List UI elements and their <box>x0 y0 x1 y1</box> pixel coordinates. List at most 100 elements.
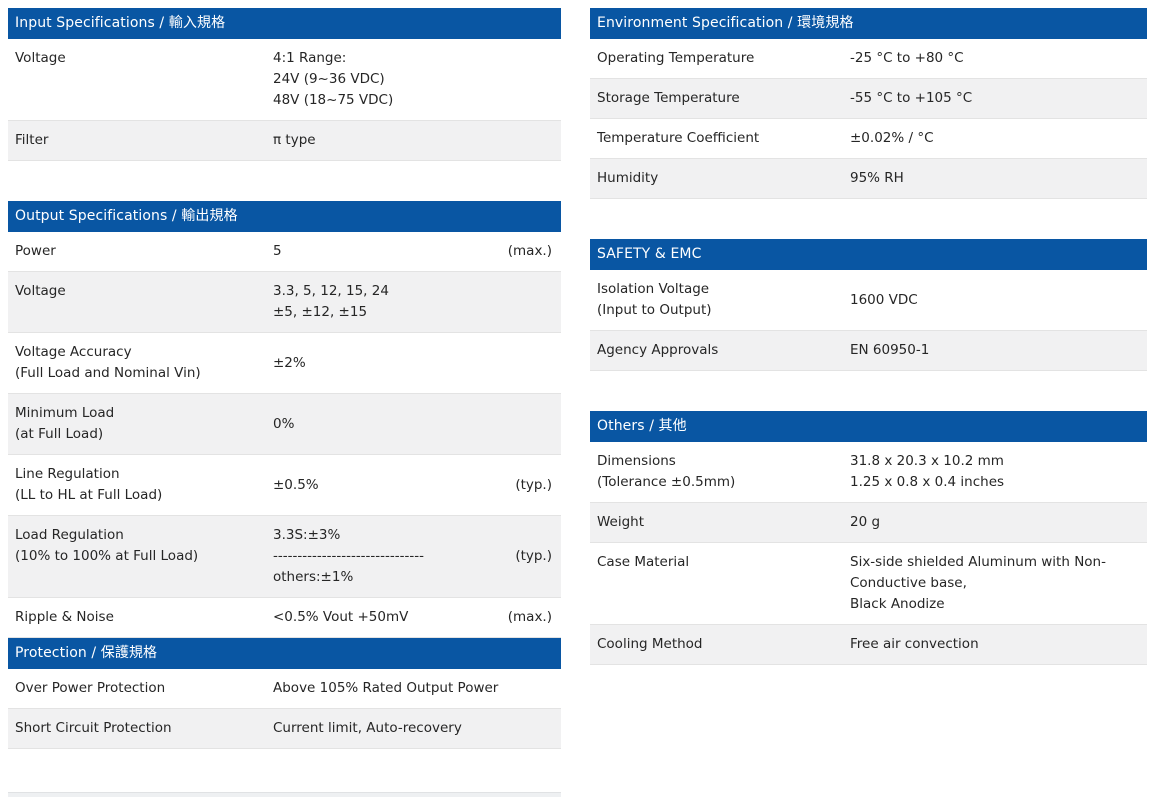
spec-row: Dimensions (Tolerance ±0.5mm) 31.8 x 20.3 … <box>590 442 1147 503</box>
row-label-line: Minimum Load <box>15 405 115 421</box>
row-label-line: Load Regulation <box>15 527 124 543</box>
row-label: Load Regulation (10% to 100% at Full Load… <box>8 525 273 588</box>
row-value-line: <0.5% Vout +50mV <box>273 609 409 625</box>
spec-row: Agency Approvals EN 60950-1 <box>590 331 1147 371</box>
row-value: 31.8 x 20.3 x 10.2 mm 1.25 x 0.8 x 0.4 in… <box>850 451 1147 493</box>
row-value: 20 g <box>850 512 1147 533</box>
row-value: -55 °C to +105 °C <box>850 88 1147 109</box>
spec-row: Over Power Protection Above 105% Rated Ou… <box>8 669 561 709</box>
row-label-line: (10% to 100% at Full Load) <box>15 548 199 564</box>
spec-row: Line Regulation (LL to HL at Full Load) ±0… <box>8 455 561 516</box>
row-label: Humidity <box>590 168 850 189</box>
row-value: π type <box>273 130 561 151</box>
row-label-line: Isolation Voltage <box>597 281 710 297</box>
section-header: Input Specifications / 輸入規格 <box>8 8 561 39</box>
spec-row: Temperature Coefficient ±0.02% / °C <box>590 119 1147 159</box>
row-note-text: (max.) <box>507 243 552 259</box>
row-label-line: (Input to Output) <box>597 302 712 318</box>
row-label: Weight <box>590 512 850 533</box>
row-value: <0.5% Vout +50mV <box>273 607 489 628</box>
spec-row: Voltage 4:1 Range: 24V (9~36 VDC) 48V (18~7… <box>8 39 561 121</box>
row-label: Power <box>8 241 273 262</box>
row-value: Above 105% Rated Output Power <box>273 678 561 699</box>
spec-section: SAFETY & EMC Isolation Voltage (Input to O… <box>590 239 1147 371</box>
row-label: Ripple & Noise <box>8 607 273 628</box>
row-value-line: 24V (9~36 VDC) <box>273 71 385 87</box>
row-note-text: (typ.) <box>515 548 552 564</box>
row-label: Voltage <box>8 48 273 111</box>
row-label-line: Line Regulation <box>15 466 120 482</box>
row-label-line: (LL to HL at Full Load) <box>15 487 163 503</box>
row-value-line: 1.25 x 0.8 x 0.4 inches <box>850 474 1005 490</box>
row-value-line: 95% RH <box>850 170 904 186</box>
section-title: Output Specifications / 輸出規格 <box>15 208 238 224</box>
row-label-line: Case Material <box>597 554 690 570</box>
row-label: Isolation Voltage (Input to Output) <box>590 279 850 321</box>
row-label-line: (Tolerance ±0.5mm) <box>597 474 736 490</box>
spec-row: Minimum Load (at Full Load) 0% <box>8 394 561 455</box>
row-label-line: Power <box>15 243 56 259</box>
spec-row: Weight 20 g <box>590 503 1147 543</box>
row-value: ±0.02% / °C <box>850 128 1147 149</box>
section-header: Output Specifications / 輸出規格 <box>8 201 561 232</box>
section-header: Environment Specification / 環境規格 <box>590 8 1147 39</box>
row-label: Short Circuit Protection <box>8 718 273 739</box>
row-label: Minimum Load (at Full Load) <box>8 403 273 445</box>
row-value: 4:1 Range: 24V (9~36 VDC) 48V (18~75 VDC) <box>273 48 561 111</box>
row-label-line: Cooling Method <box>597 636 703 652</box>
row-value: 0% <box>273 403 561 445</box>
row-label-line: Dimensions <box>597 453 676 469</box>
row-value: Six-side shielded Aluminum with Non- Cond… <box>850 552 1147 615</box>
row-value: Current limit, Auto-recovery <box>273 718 561 739</box>
row-value: 5 <box>273 241 489 262</box>
row-value: ±0.5% <box>273 464 489 506</box>
row-label-line: Short Circuit Protection <box>15 720 172 736</box>
row-label-line: Agency Approvals <box>597 342 719 358</box>
row-label: Voltage Accuracy (Full Load and Nominal V… <box>8 342 273 384</box>
row-label-line: Voltage <box>15 283 66 299</box>
row-label: Case Material <box>590 552 850 615</box>
left-column: Input Specifications / 輸入規格 Voltage 4:1 Ra… <box>8 8 561 797</box>
spec-section: Protection / 保護規格 Over Power Protection Ab… <box>8 638 561 749</box>
spec-row: Voltage 3.3, 5, 12, 15, 24 ±5, ±12, ±15 <box>8 272 561 333</box>
row-note-text: (max.) <box>507 609 552 625</box>
row-value-line: Free air convection <box>850 636 979 652</box>
row-label: Storage Temperature <box>590 88 850 109</box>
row-label-line: Over Power Protection <box>15 680 166 696</box>
row-label-line: Temperature Coefficient <box>597 130 760 146</box>
section-title: Protection / 保護規格 <box>15 645 158 661</box>
row-value-line: Current limit, Auto-recovery <box>273 720 462 736</box>
section-header: SAFETY & EMC <box>590 239 1147 270</box>
right-column: Environment Specification / 環境規格 Operatin… <box>590 8 1147 797</box>
row-label: Over Power Protection <box>8 678 273 699</box>
row-value-line: ±5, ±12, ±15 <box>273 304 368 320</box>
spec-row: Cooling Method Free air convection <box>590 625 1147 665</box>
row-note: (typ.) <box>489 464 561 506</box>
row-label-line: (at Full Load) <box>15 426 104 442</box>
row-label-line: Voltage <box>15 50 66 66</box>
spec-row: Operating Temperature -25 °C to +80 °C <box>590 39 1147 79</box>
row-value-line: Black Anodize <box>850 596 945 612</box>
row-label: Operating Temperature <box>590 48 850 69</box>
row-label: Cooling Method <box>590 634 850 655</box>
row-value-line: others:±1% <box>273 569 354 585</box>
row-value-line: 20 g <box>850 514 881 530</box>
row-value-line: 5 <box>273 243 282 259</box>
row-value-line: ±0.02% / °C <box>850 130 934 146</box>
spec-row: Load Regulation (10% to 100% at Full Load… <box>8 516 561 598</box>
row-value-line: 48V (18~75 VDC) <box>273 92 394 108</box>
section-title: Input Specifications / 輸入規格 <box>15 15 226 31</box>
spec-row: Storage Temperature -55 °C to +105 °C <box>590 79 1147 119</box>
row-label-line: Humidity <box>597 170 659 186</box>
spec-row: Short Circuit Protection Current limit, A… <box>8 709 561 749</box>
row-label-line: Storage Temperature <box>597 90 740 106</box>
row-value-line: ±0.5% <box>273 476 319 493</box>
row-label: Dimensions (Tolerance ±0.5mm) <box>590 451 850 493</box>
spec-section: Input Specifications / 輸入規格 Voltage 4:1 Ra… <box>8 8 561 161</box>
row-value-line: -25 °C to +80 °C <box>850 50 964 66</box>
spec-row: Isolation Voltage (Input to Output) 1600 V… <box>590 270 1147 331</box>
row-label: Line Regulation (LL to HL at Full Load) <box>8 464 273 506</box>
section-header: Protection / 保護規格 <box>8 638 561 669</box>
row-note-text: (typ.) <box>515 476 552 493</box>
